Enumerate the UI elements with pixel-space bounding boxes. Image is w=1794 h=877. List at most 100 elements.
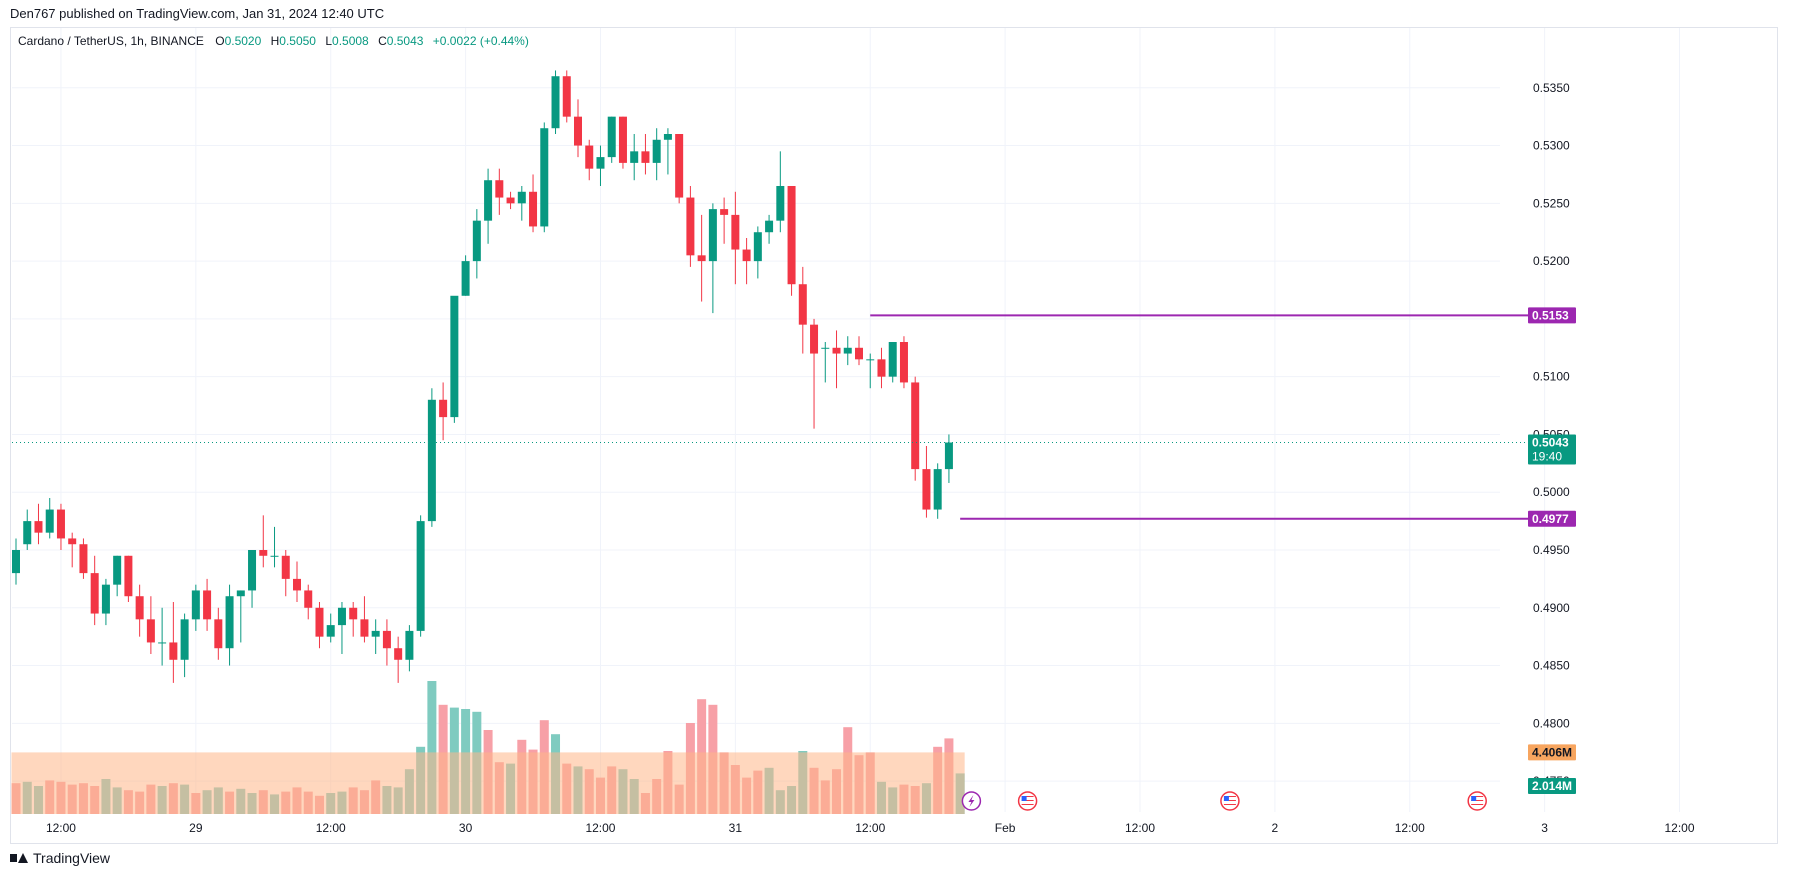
x-tick-label: 12:00 [316,821,346,835]
candle-body [585,145,594,169]
flag-stripe [1471,804,1484,805]
candle-body [686,197,695,256]
candle-body [607,116,616,158]
lightning-event-icon[interactable] [961,791,982,811]
candle-body [753,232,762,262]
candle-body [68,538,77,545]
candle-body [922,469,931,510]
volume-value-tag [1528,744,1576,761]
flag-stripe [1223,802,1236,803]
flag-stripe [1471,798,1484,799]
us-flag-event-icon[interactable] [1220,791,1240,811]
lightning-glyph [968,795,975,807]
candle-body [191,590,200,620]
candle-body [787,186,796,285]
flag-stripe [1021,804,1034,805]
y-tick-label: 0.4800 [1533,716,1570,730]
candle-body [23,521,32,545]
flag-stripe [1021,802,1034,803]
flag-stripe [1223,804,1236,805]
candle-body [877,359,886,377]
candle-body [641,151,650,163]
chart-frame [10,27,1778,844]
level-price-tag [1528,307,1576,324]
candle-body [765,220,774,233]
close-key: C [378,34,387,48]
ohlc-legend: Cardano / TetherUS, 1h, BINANCE O0.5020 … [18,34,535,48]
candle-body [574,116,582,146]
x-tick-label: 12:00 [1665,821,1695,835]
candle-body [540,128,549,227]
candle-body [529,191,538,227]
y-tick-label: 0.4950 [1533,543,1570,557]
x-tick-label: 12:00 [46,821,76,835]
candle-body [382,630,391,649]
open-key: O [215,34,225,48]
flag-canton [1223,796,1229,801]
candle-body [899,342,908,383]
candle-body [652,139,661,163]
y-tick-label: 0.5350 [1533,81,1570,95]
level-price-label: 0.5153 [1532,308,1569,322]
candle-body [866,359,875,361]
candle-body [225,596,234,649]
candle-body [562,76,571,117]
candle-body [697,255,706,262]
candle-body [832,347,841,354]
volume-value-label: 2.014M [1532,779,1572,793]
y-tick-label: 0.5100 [1533,370,1570,384]
y-tick-label: 0.4850 [1533,659,1570,673]
x-tick-label: 31 [729,821,743,835]
candle-body [855,347,863,360]
us-flag-event-icon[interactable] [1017,791,1038,811]
candle-body [371,630,380,637]
tradingview-logo-icon [10,852,28,864]
flag-stripe [1223,796,1236,797]
last-price-tag [1528,434,1576,465]
close-value: 0.5043 [386,34,424,48]
y-tick-label: 0.5000 [1533,485,1570,499]
candle-body [663,134,672,140]
candle-body [405,630,414,660]
level-price-tag [1528,510,1576,527]
candle-body [551,76,560,129]
flag-stripe [1021,798,1034,799]
candle-body [270,555,279,557]
candle-body [90,573,99,614]
us-flag-event-icon[interactable] [1467,791,1487,811]
candle-body [675,134,684,198]
high-value: 0.5050 [279,34,316,48]
candle-body [337,607,346,626]
symbol-label: Cardano / TetherUS, 1h, BINANCE [18,34,204,48]
x-tick-label: 12:00 [1395,821,1425,835]
countdown-label: 19:40 [1532,450,1562,464]
candle-body [888,342,897,377]
candle-body [821,347,830,349]
x-tick-label: 12:00 [1125,821,1155,835]
candle-body [911,382,920,470]
y-tick-label: 0.5300 [1533,139,1570,153]
volume-value-tag [1528,778,1576,794]
footer-brand[interactable]: TradingView [10,850,110,866]
change-value: +0.0022 (+0.44%) [432,34,529,48]
candle-body [360,619,369,637]
candle-body [495,180,504,198]
candle-body [326,625,335,637]
candle-body [304,590,313,608]
flag-stripe [1471,800,1484,801]
candle-body [944,442,953,470]
candle-body [708,209,717,262]
candle-body [146,619,155,643]
volume-value-label: 4.406M [1532,745,1572,759]
flag-canton [1021,796,1027,801]
flag-stripe [1223,800,1236,801]
candle-body [45,509,54,533]
candle-body [517,191,526,204]
candle-body [259,550,268,556]
last-price-label: 0.5043 [1532,436,1569,450]
candle-body [349,607,358,620]
candle-body [427,399,436,522]
candle-body [506,197,515,204]
candle-body [158,642,167,644]
